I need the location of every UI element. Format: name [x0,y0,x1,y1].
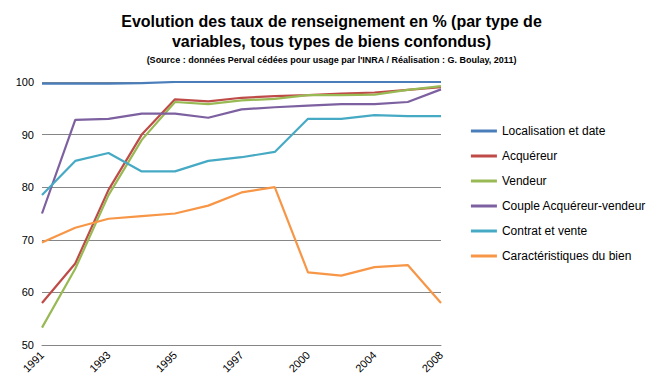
svg-text:100: 100 [16,76,34,88]
svg-text:2004: 2004 [353,349,379,375]
svg-text:1993: 1993 [87,349,113,375]
svg-text:90: 90 [22,129,34,141]
svg-text:Couple Acquéreur-vendeur: Couple Acquéreur-vendeur [502,199,645,213]
svg-text:Caractéristiques du bien: Caractéristiques du bien [502,249,631,263]
svg-text:1997: 1997 [220,349,246,375]
svg-text:2008: 2008 [419,349,445,375]
svg-text:variables, tous types de biens: variables, tous types de biens confondus… [172,33,491,50]
svg-text:Contrat et vente: Contrat et vente [502,224,588,238]
svg-text:2000: 2000 [286,349,312,375]
svg-text:50: 50 [22,339,34,351]
svg-text:Acquéreur: Acquéreur [502,149,557,163]
svg-text:Evolution des taux de renseign: Evolution des taux de renseignement en %… [121,13,542,30]
svg-text:Localisation et date: Localisation et date [502,124,606,138]
svg-text:1995: 1995 [153,349,179,375]
svg-text:Vendeur: Vendeur [502,174,547,188]
svg-text:(Source : données Perval cédée: (Source : données Perval cédées pour usa… [147,55,517,65]
svg-text:1991: 1991 [20,349,46,375]
svg-text:80: 80 [22,181,34,193]
svg-text:70: 70 [22,234,34,246]
svg-text:60: 60 [22,286,34,298]
